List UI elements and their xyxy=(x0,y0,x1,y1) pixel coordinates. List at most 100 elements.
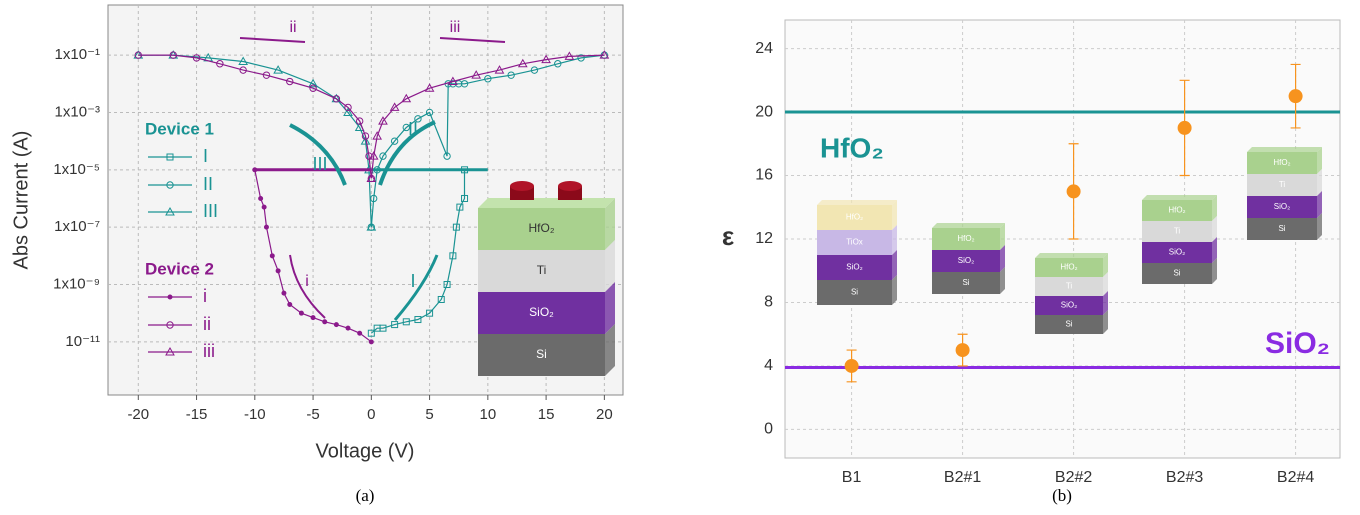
marker xyxy=(298,310,304,316)
marker xyxy=(310,315,316,321)
layer-label: SiO₂ xyxy=(846,263,862,272)
marker xyxy=(541,54,551,64)
marker xyxy=(471,70,482,79)
marker xyxy=(360,136,371,145)
y-axis-label: ε xyxy=(722,221,734,251)
layer xyxy=(1247,218,1317,240)
marker xyxy=(332,95,341,103)
y-tick-label: 1x10⁻⁷ xyxy=(54,218,100,235)
marker xyxy=(192,54,201,62)
y-tick-label: 16 xyxy=(755,167,773,184)
legend-label: iii xyxy=(203,341,215,361)
x-tick-label: 5 xyxy=(425,406,433,423)
marker xyxy=(402,123,410,132)
marker xyxy=(437,295,445,303)
marker xyxy=(484,75,492,83)
layer xyxy=(1142,200,1212,221)
layer-label: SiO₂ xyxy=(529,305,554,319)
marker xyxy=(169,51,177,59)
marker xyxy=(167,294,173,300)
layer xyxy=(1035,315,1103,334)
layer-side xyxy=(1000,223,1005,250)
marker xyxy=(166,181,174,189)
layer-side xyxy=(1317,147,1322,174)
marker xyxy=(390,137,399,145)
marker xyxy=(238,56,249,65)
layer-label: HfO₂ xyxy=(846,213,863,222)
electrode-top xyxy=(558,181,582,191)
x-tick-label: -10 xyxy=(244,406,266,423)
marker xyxy=(165,206,175,216)
layer-label: Si xyxy=(851,288,858,297)
layer-side xyxy=(892,250,897,280)
layer-side xyxy=(892,275,897,305)
marker xyxy=(261,204,267,210)
marker xyxy=(361,132,370,140)
layer-label: HfO₂ xyxy=(529,221,555,235)
layer-side xyxy=(892,225,897,255)
marker xyxy=(425,108,434,117)
marker xyxy=(554,60,562,68)
layer xyxy=(1035,258,1103,277)
annotation: II xyxy=(408,119,418,139)
marker xyxy=(577,54,585,62)
data-point xyxy=(1177,120,1192,135)
layer-top xyxy=(932,223,1005,228)
layer xyxy=(478,208,605,250)
layer-side xyxy=(1000,245,1005,272)
y-axis-label: Abs Current (A) xyxy=(10,131,32,270)
marker xyxy=(517,58,528,68)
series-line xyxy=(138,54,372,179)
y-tick-label: 12 xyxy=(755,230,773,247)
layer xyxy=(817,255,892,280)
data-point xyxy=(844,358,859,373)
x-tick-label: 0 xyxy=(367,406,375,423)
layer-label: Ti xyxy=(1174,227,1181,236)
layer-label: SiO₂ xyxy=(1061,301,1077,310)
marker xyxy=(345,325,351,331)
legend-title: Device 2 xyxy=(145,259,214,278)
layer xyxy=(1035,296,1103,315)
marker xyxy=(275,268,281,274)
layer-label: TiOx xyxy=(846,238,863,247)
y-tick-label: 10⁻¹¹ xyxy=(65,333,100,350)
marker xyxy=(344,103,352,112)
marker xyxy=(530,66,539,74)
layer xyxy=(817,205,892,230)
layer-label: SiO₂ xyxy=(1169,248,1185,257)
legend-label: i xyxy=(203,286,207,306)
layer xyxy=(1247,152,1317,174)
marker xyxy=(308,78,318,88)
marker xyxy=(424,83,435,92)
marker xyxy=(273,65,283,74)
electrode-top xyxy=(510,181,534,191)
legend-label: II xyxy=(203,174,213,194)
layer-top xyxy=(1247,147,1322,152)
x-tick-label: B2#4 xyxy=(1277,469,1314,486)
data-point xyxy=(955,343,970,358)
layer-side xyxy=(605,282,615,334)
y-tick-label: 1x10⁻¹ xyxy=(55,46,100,63)
x-axis-label: Voltage (V) xyxy=(316,440,415,462)
marker xyxy=(449,252,457,260)
marker xyxy=(287,302,293,308)
layer xyxy=(932,250,1000,272)
marker xyxy=(216,60,224,68)
caption: (b) xyxy=(1052,486,1072,505)
layer-top xyxy=(478,198,615,208)
marker xyxy=(269,253,275,259)
x-tick-label: -20 xyxy=(127,406,149,423)
marker xyxy=(357,330,363,336)
annotation: iii xyxy=(450,19,461,36)
reference-label: HfO₂ xyxy=(820,132,884,163)
layer xyxy=(1247,174,1317,196)
layer-side xyxy=(1103,291,1108,315)
marker xyxy=(333,322,339,328)
series-line xyxy=(138,54,372,228)
layer xyxy=(478,292,605,334)
annotation: ii xyxy=(289,19,296,36)
layer-label: HfO₂ xyxy=(1060,263,1077,272)
layer-side xyxy=(1212,216,1217,242)
marker xyxy=(389,102,400,111)
